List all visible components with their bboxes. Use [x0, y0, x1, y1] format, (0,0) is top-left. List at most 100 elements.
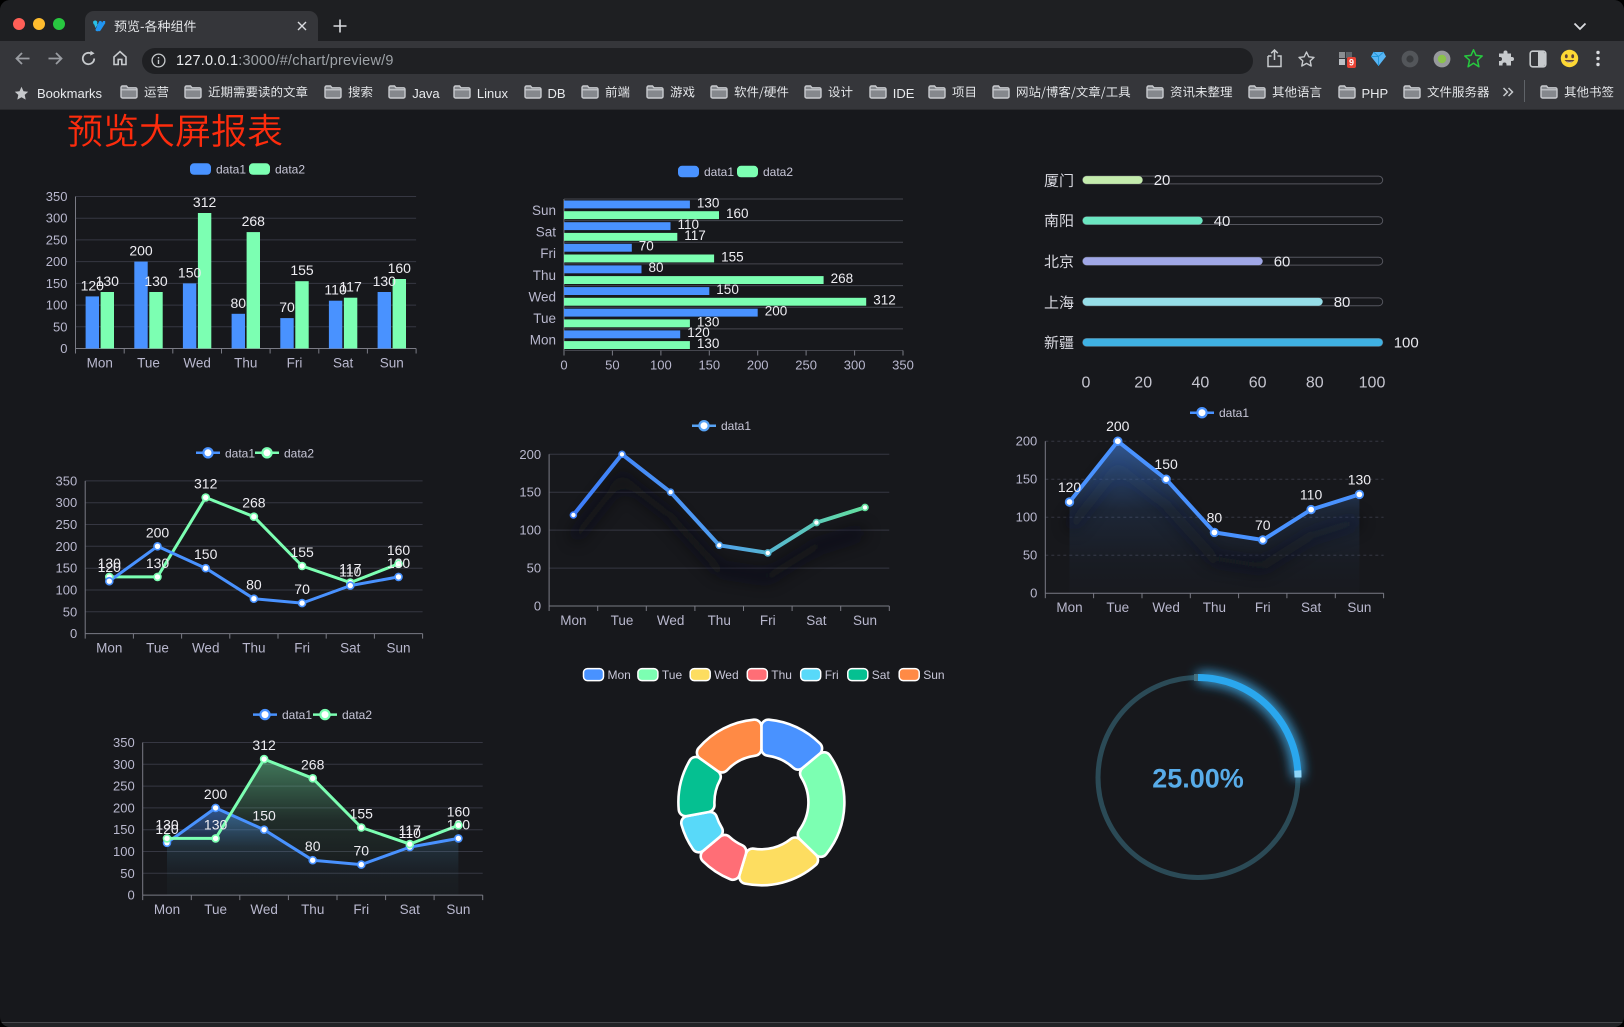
svg-text:Thu: Thu — [771, 668, 792, 682]
svg-text:150: 150 — [194, 546, 218, 562]
svg-text:Wed: Wed — [250, 902, 278, 917]
svg-text:50: 50 — [120, 866, 134, 881]
svg-text:50: 50 — [605, 358, 619, 373]
svg-text:117: 117 — [339, 561, 362, 577]
svg-text:70: 70 — [279, 299, 295, 315]
svg-text:Sat: Sat — [400, 902, 421, 917]
svg-text:200: 200 — [519, 447, 541, 462]
svg-text:250: 250 — [795, 358, 817, 373]
svg-text:Wed: Wed — [183, 356, 211, 371]
svg-text:Mon: Mon — [96, 641, 122, 656]
svg-text:150: 150 — [55, 561, 77, 576]
svg-text:50: 50 — [63, 604, 77, 619]
svg-text:40: 40 — [1192, 375, 1210, 392]
svg-text:data2: data2 — [275, 163, 305, 177]
svg-text:268: 268 — [301, 756, 325, 772]
svg-text:Tue: Tue — [662, 668, 683, 682]
svg-text:200: 200 — [146, 524, 170, 540]
svg-text:100: 100 — [1016, 510, 1038, 525]
svg-text:Mon: Mon — [1056, 600, 1082, 615]
svg-text:312: 312 — [873, 293, 896, 308]
svg-text:Wed: Wed — [657, 613, 685, 628]
svg-text:80: 80 — [246, 577, 262, 593]
svg-text:data1: data1 — [225, 446, 255, 460]
svg-text:150: 150 — [46, 276, 68, 291]
svg-text:300: 300 — [55, 495, 77, 510]
svg-text:160: 160 — [387, 542, 411, 558]
svg-text:160: 160 — [447, 803, 471, 819]
svg-text:Thu: Thu — [1203, 600, 1226, 615]
svg-text:50: 50 — [527, 561, 541, 576]
svg-text:0: 0 — [534, 599, 541, 614]
svg-text:130: 130 — [697, 314, 720, 329]
svg-text:80: 80 — [305, 838, 321, 854]
svg-text:130: 130 — [697, 336, 720, 351]
svg-text:150: 150 — [716, 282, 739, 297]
svg-text:200: 200 — [129, 243, 153, 259]
svg-text:130: 130 — [1348, 471, 1372, 487]
svg-text:Thu: Thu — [234, 356, 257, 371]
svg-text:0: 0 — [127, 888, 134, 903]
svg-text:150: 150 — [252, 808, 276, 824]
svg-text:Sat: Sat — [872, 668, 891, 682]
svg-text:130: 130 — [373, 273, 397, 289]
svg-text:data2: data2 — [763, 165, 793, 179]
svg-text:70: 70 — [1255, 517, 1271, 533]
svg-text:200: 200 — [46, 254, 68, 269]
svg-text:data1: data1 — [282, 708, 312, 722]
svg-text:70: 70 — [354, 843, 370, 859]
svg-text:25.00%: 25.00% — [1152, 764, 1244, 794]
svg-text:50: 50 — [53, 319, 67, 334]
svg-text:Mon: Mon — [560, 613, 586, 628]
svg-text:150: 150 — [113, 822, 135, 837]
svg-text:Tue: Tue — [204, 902, 227, 917]
svg-text:200: 200 — [1106, 418, 1130, 434]
svg-text:130: 130 — [697, 195, 720, 210]
svg-text:Fri: Fri — [287, 356, 303, 371]
svg-text:200: 200 — [55, 539, 77, 554]
svg-text:312: 312 — [193, 194, 217, 210]
svg-text:50: 50 — [1023, 548, 1037, 563]
svg-text:110: 110 — [339, 564, 362, 580]
svg-text:80: 80 — [1334, 294, 1351, 311]
svg-text:Tue: Tue — [137, 356, 160, 371]
svg-text:110: 110 — [399, 825, 422, 841]
svg-text:0: 0 — [1030, 586, 1037, 601]
svg-text:Tue: Tue — [146, 641, 169, 656]
svg-text:Thu: Thu — [708, 613, 731, 628]
svg-text:130: 130 — [96, 273, 120, 289]
svg-text:0: 0 — [60, 341, 67, 356]
svg-text:160: 160 — [726, 206, 749, 221]
svg-text:80: 80 — [1306, 375, 1324, 392]
svg-text:60: 60 — [1274, 253, 1291, 270]
svg-text:268: 268 — [242, 495, 266, 511]
svg-text:70: 70 — [639, 239, 654, 254]
svg-text:Sat: Sat — [806, 613, 827, 628]
svg-text:150: 150 — [1154, 456, 1178, 472]
svg-text:100: 100 — [650, 358, 672, 373]
svg-text:Sun: Sun — [380, 356, 404, 371]
svg-text:Wed: Wed — [1152, 600, 1180, 615]
svg-text:Mon: Mon — [87, 356, 113, 371]
svg-text:Tue: Tue — [533, 311, 556, 326]
svg-text:data1: data1 — [721, 419, 751, 433]
svg-text:Mon: Mon — [154, 902, 180, 917]
svg-text:Tue: Tue — [611, 613, 634, 628]
svg-text:100: 100 — [55, 583, 77, 598]
svg-text:117: 117 — [339, 279, 362, 295]
svg-text:Fri: Fri — [760, 613, 776, 628]
svg-text:Sun: Sun — [532, 203, 556, 218]
svg-text:Sun: Sun — [446, 902, 470, 917]
svg-text:117: 117 — [399, 822, 422, 838]
svg-text:Fri: Fri — [540, 246, 556, 261]
svg-text:Sun: Sun — [1347, 600, 1371, 615]
svg-text:40: 40 — [1214, 213, 1231, 230]
svg-text:150: 150 — [519, 485, 541, 500]
svg-text:data1: data1 — [216, 163, 246, 177]
svg-text:9: 9 — [1349, 58, 1354, 68]
svg-text:120: 120 — [1058, 479, 1082, 495]
svg-text:100: 100 — [46, 298, 68, 313]
svg-text:Wed: Wed — [528, 289, 556, 304]
svg-text:130: 130 — [387, 555, 411, 571]
svg-text:130: 130 — [98, 555, 122, 571]
